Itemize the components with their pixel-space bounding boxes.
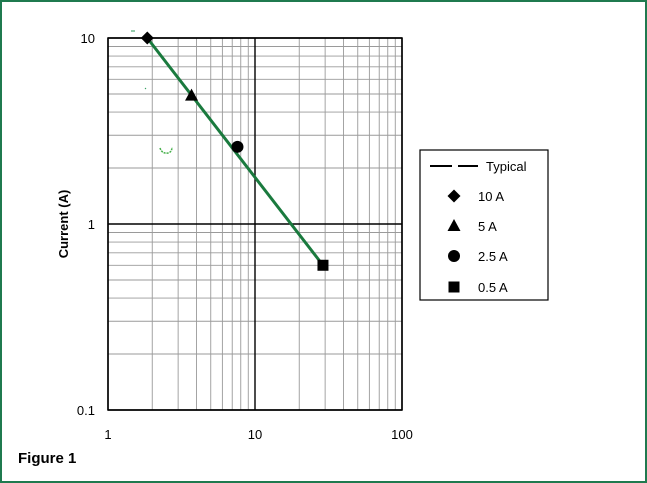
x-tick-label: 100	[391, 427, 413, 442]
legend-label: 2.5 A	[478, 249, 508, 264]
legend-label: Typical	[486, 159, 527, 174]
x-tick-labels: 1 10 100	[104, 427, 412, 442]
legend-marker-triangle	[447, 219, 461, 231]
figure-label: Figure 1	[18, 450, 76, 467]
legend-marker-circle	[448, 250, 460, 262]
legend-marker-square	[448, 281, 460, 293]
y-axis-label: Current (A)	[56, 190, 71, 259]
series-layer	[140, 31, 329, 271]
data-point-triangle	[185, 88, 199, 101]
x-tick-label: 10	[248, 427, 262, 442]
legend-marker-diamond	[447, 189, 461, 203]
y-tick-labels: 10 1 0.1	[77, 31, 95, 418]
plot-border	[107, 37, 403, 411]
data-point-diamond	[140, 31, 154, 45]
x-tick-label: 1	[104, 427, 111, 442]
stray-mark	[159, 146, 173, 154]
legend-label: 5 A	[478, 219, 497, 234]
legend-box	[419, 149, 549, 301]
legend-label: 10 A	[478, 189, 504, 204]
legend-label: 0.5 A	[478, 280, 508, 295]
y-tick-label: 10	[81, 31, 95, 46]
y-tick-label: 0.1	[77, 403, 95, 418]
data-point-circle	[231, 140, 244, 153]
legend: Typical 10 A 5 A 2.5 A 0.5 A	[419, 149, 549, 301]
stray-mark	[144, 87, 147, 90]
y-tick-label: 1	[88, 217, 95, 232]
data-point-square	[317, 259, 329, 271]
